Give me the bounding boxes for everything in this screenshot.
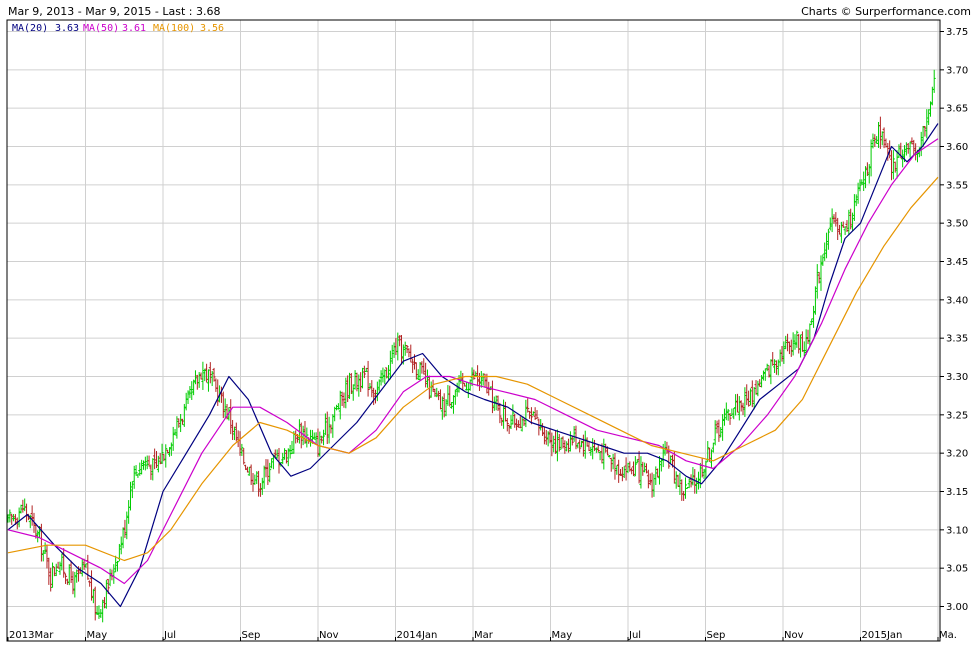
legend-ma100-label: MA(100) xyxy=(153,23,195,34)
x-tick-label: 2013Mar xyxy=(9,630,54,641)
x-tick-label: Sep xyxy=(242,630,261,641)
y-tick-label: 3.45 xyxy=(946,257,968,268)
legend-ma50-label: MA(50) xyxy=(83,23,119,34)
y-tick-label: 3.60 xyxy=(946,142,968,153)
ma-line-ma50 xyxy=(7,138,939,585)
y-tick-label: 3.05 xyxy=(946,564,968,575)
y-tick-label: 3.55 xyxy=(946,180,968,191)
credit-text[interactable]: Charts © Surperformance.com xyxy=(801,5,971,18)
y-tick-label: 3.50 xyxy=(946,219,968,230)
ma-line-ma100 xyxy=(7,176,939,562)
x-tick-label: Jul xyxy=(163,630,176,641)
x-tick-label: May xyxy=(87,630,108,641)
legend-ma50-value: 3.61 xyxy=(122,23,146,34)
y-tick-label: 3.70 xyxy=(946,65,968,76)
legend-ma20-label: MA(20) xyxy=(12,23,48,34)
y-tick-label: 3.25 xyxy=(946,410,968,421)
legend-ma100-value: 3.56 xyxy=(200,23,224,34)
x-tick-label: 2014Jan xyxy=(397,630,438,641)
y-tick-label: 3.15 xyxy=(946,487,968,498)
chart-range-title: Mar 9, 2013 - Mar 9, 2015 - Last : 3.68 xyxy=(8,5,221,18)
x-tick-label: Ma. xyxy=(939,630,957,641)
y-tick-label: 3.35 xyxy=(946,334,968,345)
ma-line-ma20 xyxy=(7,123,939,608)
x-tick-label: Nov xyxy=(784,630,804,641)
y-tick-label: 3.30 xyxy=(946,372,968,383)
y-tick-label: 3.20 xyxy=(946,449,968,460)
y-tick-label: 3.00 xyxy=(946,602,968,613)
y-tick-label: 3.65 xyxy=(946,104,968,115)
x-tick-label: Nov xyxy=(319,630,339,641)
chart-grid xyxy=(7,20,940,641)
x-tick-label: Sep xyxy=(707,630,726,641)
y-axis: 3.00 3.05 3.10 3.15 3.20 3.25 3.30 3.35 3.40 3.45… xyxy=(940,27,968,613)
x-tick-label: May xyxy=(552,630,573,641)
y-tick-label: 3.75 xyxy=(946,27,968,38)
y-tick-label: 3.40 xyxy=(946,295,968,306)
x-axis: 2013Mar May Jul Sep Nov 2014Jan Mar May Jul Sep No… xyxy=(7,630,957,641)
legend: MA(20) 3.63 MA(50) 3.61 MA(100) 3.56 xyxy=(12,23,224,34)
x-tick-label: Mar xyxy=(474,630,494,641)
y-tick-label: 3.10 xyxy=(946,525,968,536)
price-bars xyxy=(6,69,936,623)
x-tick-label: 2015Jan xyxy=(862,630,903,641)
moving-average-lines xyxy=(7,123,939,608)
x-tick-label: Jul xyxy=(628,630,641,641)
legend-ma20-value: 3.63 xyxy=(55,23,79,34)
